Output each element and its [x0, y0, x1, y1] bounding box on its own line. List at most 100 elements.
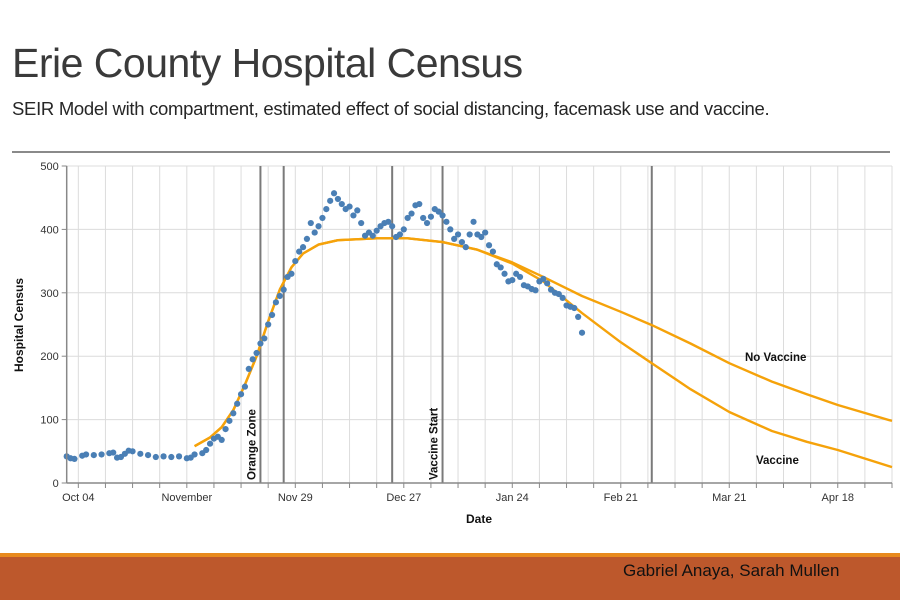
observed-point [272, 299, 280, 306]
observed-point [276, 292, 283, 300]
observed-point [435, 208, 442, 215]
observed-point [396, 231, 404, 238]
observed-point [253, 349, 260, 357]
x-tick-label: Jan 24 [496, 492, 529, 504]
observed-point [458, 238, 466, 246]
vaccine-label: Vaccine [756, 455, 799, 467]
observed-point [559, 294, 566, 301]
slide-subtitle: SEIR Model with compartment, estimated e… [12, 98, 770, 119]
grid [66, 165, 893, 484]
observed-point [206, 440, 214, 447]
y-tick-label: 200 [40, 351, 58, 363]
footer-bar [0, 557, 900, 600]
observed-point [330, 190, 338, 197]
observed-point [82, 451, 90, 458]
observed-point [404, 214, 411, 222]
x-tick-label: Apr 18 [822, 492, 854, 504]
y-tick-label: 400 [40, 224, 58, 236]
observed-point [501, 270, 508, 277]
y-tick-label: 100 [40, 415, 58, 427]
y-axis-title: Hospital Census [12, 278, 26, 372]
observed-point [416, 200, 423, 208]
x-tick-label: Nov 29 [278, 492, 313, 504]
observed-point [152, 453, 159, 461]
observed-point [485, 242, 493, 249]
observed-point [350, 212, 357, 219]
no-vaccine-line [194, 237, 893, 448]
observed-point [191, 451, 198, 458]
observed-point [544, 280, 551, 287]
observed-point [400, 226, 407, 233]
x-tick-label: November [161, 492, 212, 504]
observed-point [261, 335, 268, 342]
observed-point [578, 329, 586, 336]
title-divider [12, 151, 890, 153]
observed-point [497, 264, 504, 271]
observed-point [98, 451, 105, 458]
observed-point [203, 446, 210, 454]
observed-point [571, 304, 578, 312]
observed-point [346, 203, 353, 210]
observed-point [358, 219, 365, 227]
observed-point [516, 273, 524, 281]
observed-point [299, 244, 307, 251]
observed-point [311, 229, 318, 236]
observed-point [288, 270, 295, 277]
observed-point [241, 383, 249, 390]
observed-point [385, 218, 392, 225]
observed-point [265, 321, 272, 328]
observed-point [389, 223, 396, 230]
observed-point [160, 453, 167, 460]
footer-accent-line [0, 553, 900, 557]
observed-point [470, 218, 477, 225]
y-tick-label: 300 [40, 288, 58, 300]
observed-point [369, 232, 376, 239]
y-tick-label: 500 [40, 161, 58, 173]
observed-point [373, 227, 380, 234]
observed-point [427, 213, 435, 220]
observed-point [354, 207, 361, 214]
observed-point [447, 226, 454, 233]
slide-title: Erie County Hospital Census [12, 40, 523, 86]
observed-point [129, 448, 136, 455]
observed-point [319, 214, 326, 222]
observed-point [222, 426, 229, 433]
observed-point [268, 311, 276, 319]
observed-point [482, 229, 489, 236]
observed-point [249, 356, 256, 363]
observed-point [454, 231, 462, 238]
observed-point [443, 218, 450, 225]
no-vaccine-label: No Vaccine [745, 352, 806, 364]
observed-point [555, 290, 562, 298]
axes: 0 100 200 300 400 500 Oct 04 November Nov 29 Dec … [40, 161, 893, 504]
observed-point [280, 286, 287, 293]
observed-point [71, 455, 78, 463]
event-label: Vaccine Start [429, 408, 441, 480]
observed-point [334, 195, 342, 203]
y-tick-label: 0 [53, 478, 59, 490]
observed-point [489, 248, 497, 255]
observed-point [327, 197, 334, 204]
observed-point [315, 223, 322, 230]
x-tick-label: Oct 04 [62, 492, 94, 504]
observed-point [420, 214, 427, 222]
event-label: Orange Zone [246, 409, 258, 480]
observed-point [540, 275, 547, 282]
observed-point [307, 219, 314, 227]
observed-point [90, 452, 97, 459]
observed-point [303, 235, 311, 243]
observed-point [110, 449, 117, 456]
observed-point [226, 417, 233, 424]
observed-point [575, 313, 582, 320]
observed-point [462, 244, 469, 251]
observed-point [237, 391, 245, 398]
x-axis-title: Date [466, 512, 492, 526]
observed-point [466, 231, 473, 238]
observed-point [168, 453, 175, 461]
observed-point [292, 258, 299, 265]
x-tick-label: Feb 21 [604, 492, 638, 504]
observed-point [509, 277, 516, 284]
observed-point [144, 452, 152, 459]
observed-point [338, 200, 345, 208]
